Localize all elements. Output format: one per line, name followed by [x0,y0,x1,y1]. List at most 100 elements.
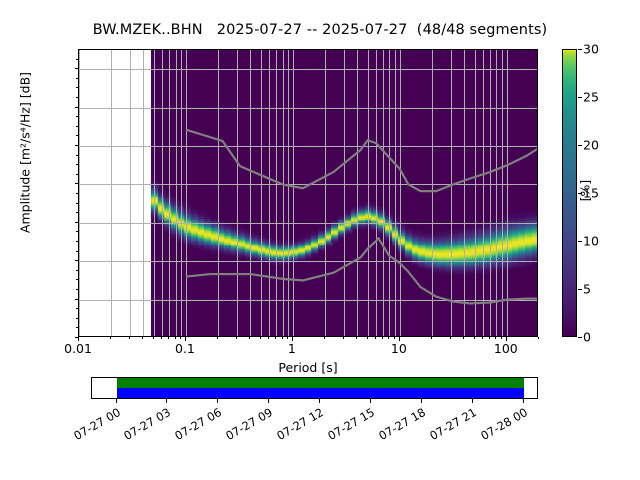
x-gridline [181,50,183,336]
colorbar-tick-label: 25 [583,89,599,105]
x-tick-label: 1 [287,341,296,356]
x-minor-tick [495,337,497,339]
x-gridline [143,50,145,336]
timeline-tick-label: 07-27 00 [70,405,123,443]
y-gridline [79,299,537,301]
x-tick-label: 10 [390,341,407,356]
y-minor-tick [76,202,78,204]
x-minor-tick [463,337,465,339]
y-minor-tick [76,269,78,271]
y-tick-mark [74,145,78,146]
x-minor-tick [538,337,539,339]
colorbar-tick-mark [578,193,582,194]
x-tick-mark [184,337,186,341]
y-gridline [79,107,537,109]
x-gridline [367,50,369,336]
x-tick-label: 0.1 [174,341,195,356]
x-gridline [357,50,359,336]
x-gridline [288,50,289,336]
x-minor-tick [249,337,251,339]
y-tick-mark [74,183,78,185]
x-axis-label: Period [s] [278,360,338,375]
colorbar-tick-label: 10 [583,233,599,249]
x-gridline [432,50,434,336]
timeline-canvas [92,378,537,398]
y-minor-tick [76,154,78,156]
x-minor-tick [268,337,270,339]
timeline-axes[interactable] [91,377,538,399]
x-gridline [236,50,238,336]
y-minor-tick [76,173,78,175]
y-tick-mark [74,106,78,108]
x-gridline [162,50,164,336]
timeline-tick-label: 07-27 03 [121,405,174,443]
timeline-tick-label: 07-27 21 [427,405,479,443]
x-minor-tick [324,337,326,339]
ppsd-canvas [79,50,537,336]
x-gridline [185,50,187,336]
timeline-tick-mark [166,399,168,403]
x-gridline [343,50,345,336]
x-minor-tick [489,337,491,339]
x-minor-tick [482,337,484,339]
x-minor-tick [500,337,502,339]
timeline-tick-mark [420,399,422,403]
x-gridline [383,50,385,336]
x-minor-tick [110,337,112,339]
y-minor-tick [76,193,78,194]
y-minor-tick [76,58,78,60]
noise-model-overlay [185,128,537,305]
x-minor-tick [342,337,344,339]
y-tick-mark [74,221,78,223]
x-gridline [496,50,498,336]
x-gridline [282,50,284,336]
y-gridline [79,146,537,147]
x-gridline [389,50,391,336]
y-minor-tick [76,327,78,329]
x-gridline [79,50,80,336]
x-tick-label: 0.01 [64,341,92,356]
x-minor-tick [388,337,390,339]
x-gridline [250,50,252,336]
x-minor-tick [217,337,219,339]
colorbar-tick-label: 0 [583,329,591,345]
colorbar-tick-mark [578,289,582,290]
y-minor-tick [76,125,78,127]
colorbar-tick-label: 15 [583,185,599,201]
x-minor-tick [259,337,261,339]
timeline-tick-mark [115,399,117,403]
y-minor-tick [76,135,78,137]
x-minor-tick [180,337,182,339]
ppsd-plot-area[interactable] [78,49,538,337]
colorbar-tick-mark [578,97,582,98]
x-gridline [175,50,177,336]
x-gridline [276,50,278,336]
colorbar-tick-label: 20 [583,137,599,153]
x-minor-tick [235,337,237,339]
x-tick-mark [291,337,293,341]
y-minor-tick [76,212,78,214]
colorbar-tick-label: 30 [583,41,599,57]
y-gridline [79,69,537,71]
timeline-tick-label: 07-28 00 [478,405,530,443]
x-minor-tick [382,337,384,339]
x-minor-tick [168,337,170,339]
x-minor-tick [287,337,288,339]
x-minor-tick [431,337,433,339]
x-gridline [483,50,485,336]
y-tick-mark [74,68,78,70]
x-minor-tick [161,337,163,339]
y-minor-tick [76,97,78,98]
timeline-tick-mark [522,399,524,403]
x-tick-label: 100 [493,341,518,356]
noise-model-nlnm [185,237,537,305]
timeline-data-bar [116,378,524,388]
x-minor-tick [174,337,176,339]
timeline-tick-label: 07-27 09 [223,405,276,443]
x-gridline [260,50,262,336]
y-minor-tick [76,289,78,290]
x-minor-tick [152,337,154,339]
x-minor-tick [281,337,283,339]
y-minor-tick [76,317,78,319]
